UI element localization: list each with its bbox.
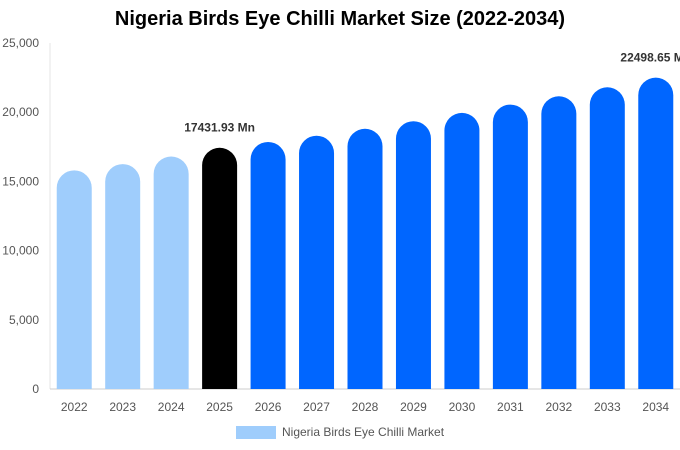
bar xyxy=(56,170,92,389)
bar xyxy=(589,87,625,390)
x-tick-label: 2027 xyxy=(303,400,330,414)
y-tick-label: 0 xyxy=(32,382,39,396)
data-label: 17431.93 Mn xyxy=(184,121,255,135)
data-label: 22498.65 Mn xyxy=(620,51,680,65)
x-tick-label: 2030 xyxy=(449,400,476,414)
x-tick-label: 2025 xyxy=(206,400,233,414)
bar xyxy=(105,164,141,389)
legend-label: Nigeria Birds Eye Chilli Market xyxy=(282,425,445,439)
bar xyxy=(492,104,528,389)
y-tick-label: 10,000 xyxy=(2,244,39,258)
x-tick-label: 2029 xyxy=(400,400,427,414)
bar xyxy=(347,128,383,390)
x-tick-label: 2028 xyxy=(352,400,379,414)
y-tick-label: 5,000 xyxy=(9,313,39,327)
y-tick-label: 15,000 xyxy=(2,174,39,188)
x-tick-label: 2034 xyxy=(642,400,669,414)
bar xyxy=(638,77,674,389)
legend-swatch xyxy=(236,425,276,439)
y-tick-label: 20,000 xyxy=(2,105,39,119)
bar xyxy=(541,96,577,389)
legend[interactable]: Nigeria Birds Eye Chilli Market xyxy=(236,425,444,439)
bar xyxy=(202,147,238,389)
x-tick-label: 2022 xyxy=(61,400,88,414)
x-tick-label: 2031 xyxy=(497,400,524,414)
bar xyxy=(395,121,431,390)
x-tick-label: 2026 xyxy=(255,400,282,414)
bar xyxy=(299,135,335,389)
x-tick-label: 2023 xyxy=(109,400,136,414)
chart-title: Nigeria Birds Eye Chilli Market Size (20… xyxy=(114,8,566,30)
x-tick-label: 2024 xyxy=(158,400,185,414)
x-tick-label: 2032 xyxy=(545,400,572,414)
y-tick-label: 25,000 xyxy=(2,36,39,50)
x-tick-label: 2033 xyxy=(594,400,621,414)
bar xyxy=(153,156,189,389)
bar xyxy=(250,141,286,389)
bar xyxy=(444,112,480,390)
